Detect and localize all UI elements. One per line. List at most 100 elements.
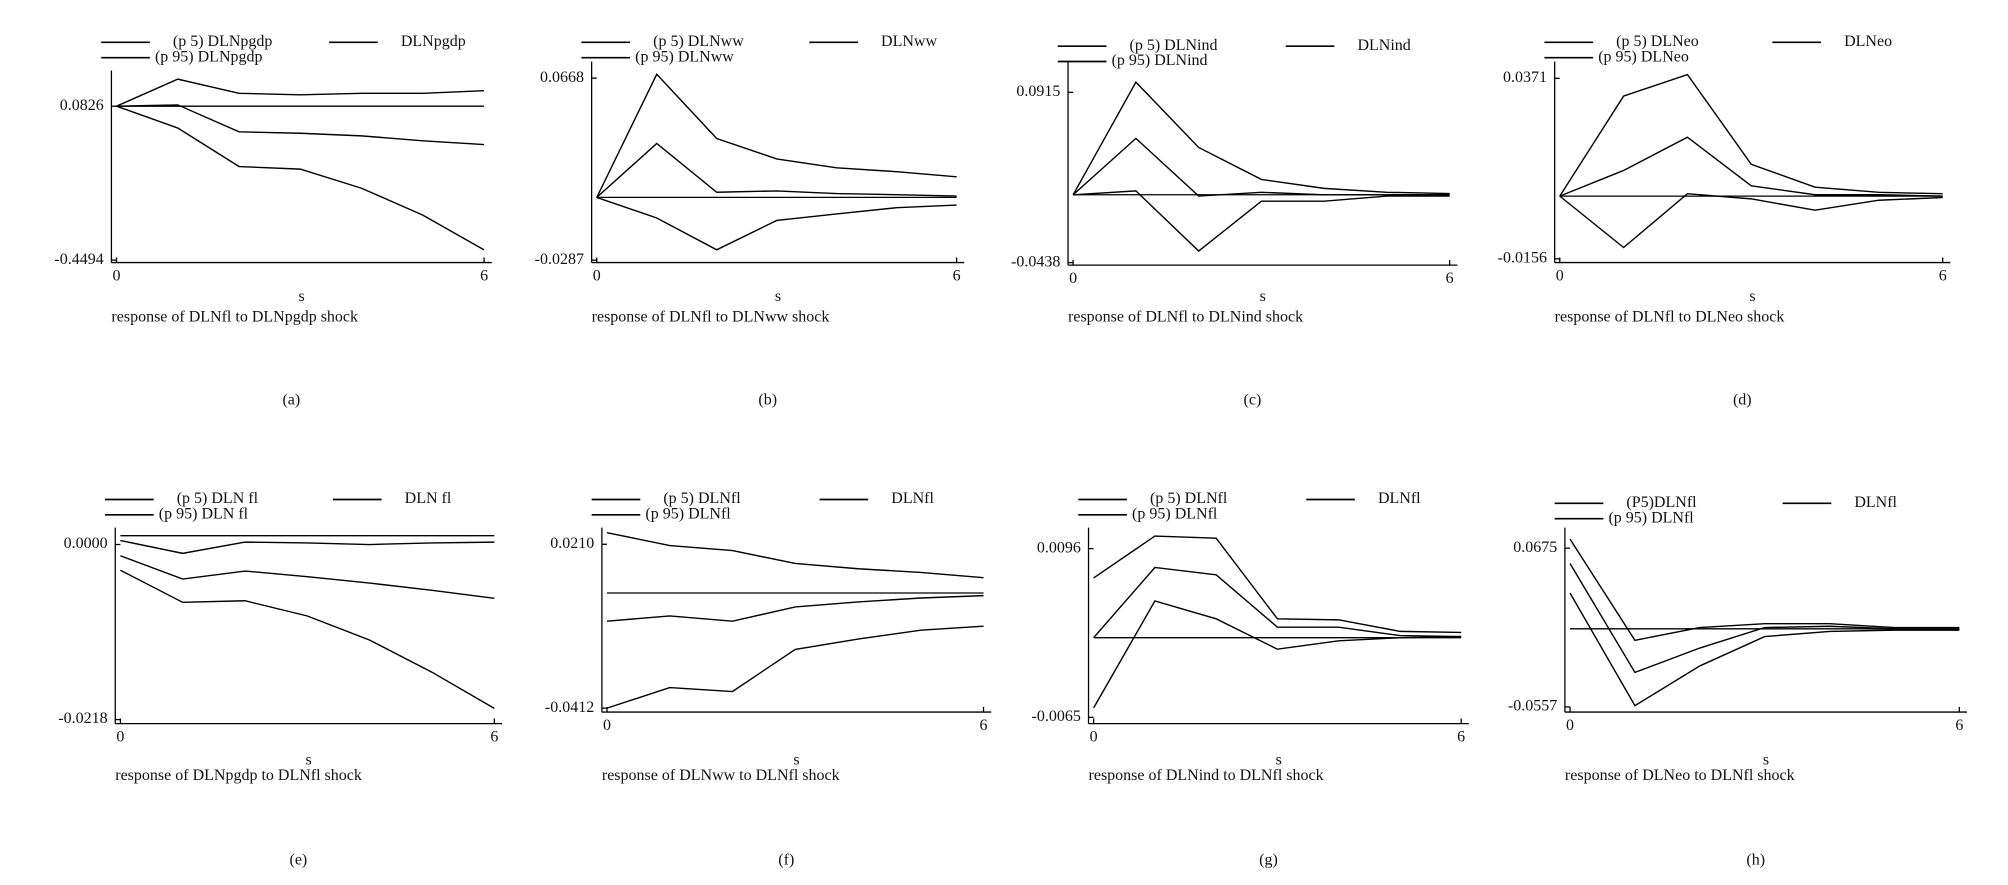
legend-label: DLNfl [1378,490,1421,507]
legend-label: DLN fl [405,490,452,507]
x-tick-label: 6 [1457,728,1465,745]
legend-label: DLNpgdp [401,33,466,50]
series-line [1569,592,1960,707]
y-tick-label: 0.0668 [540,69,584,86]
y-tick-label: 0.0675 [1513,539,1557,556]
series-line [606,594,984,622]
series-line [606,531,984,579]
caption: (g) [1259,851,1278,868]
y-tick-label: -0.4494 [54,251,103,268]
legend-label: DLNfl [891,490,934,507]
legend-label: (p 5) DLNeo [1616,33,1699,50]
y-tick-label: 0.0915 [1016,83,1060,100]
x-axis-label: s [1749,288,1755,305]
y-tick-label: -0.0218 [58,710,107,727]
series-line [120,539,495,555]
x-tick-label: 0 [1556,267,1564,284]
caption: (e) [289,851,307,868]
caption: (c) [1244,392,1262,409]
x-axis-label: s [1763,751,1769,768]
x-tick-label: 0 [113,267,121,284]
x-tick-label: 0 [116,728,124,745]
chart-title: response of DLNww to DLNfl shock [602,767,840,784]
legend-label: DLNeo [1844,33,1892,50]
x-tick-label: 6 [1955,717,1963,734]
x-axis-label: s [793,751,799,768]
x-tick-label: 0 [1566,717,1574,734]
legend-label: (p 95) DLNpgdp [155,48,263,65]
caption: (d) [1733,392,1752,409]
chart-title: response of DLNfl to DLNeo shock [1555,308,1785,325]
x-tick-label: 0 [593,267,601,284]
series-line [116,78,485,107]
y-tick-label: 0.0826 [60,97,104,114]
y-tick-label: -0.0412 [545,699,594,716]
legend-label: (p 95) DLNfl [1132,506,1218,523]
legend-label: (p 95) DLNww [635,48,734,65]
caption: (f) [778,851,794,868]
x-tick-label: 0 [1090,728,1098,745]
legend-label: DLNww [881,33,937,50]
y-tick-label: 0.0371 [1503,69,1547,86]
series-line [596,73,957,198]
x-tick-label: 6 [1939,267,1947,284]
series-line [1093,600,1462,709]
series-line [1073,190,1450,252]
x-tick-label: 6 [980,717,988,734]
legend-label: (p 5) DLNpgdp [173,33,273,50]
series-line [1072,80,1450,196]
series-line [120,569,495,709]
legend-label: (p 5) DLNfl [663,490,741,507]
legend-label: (p 95) DLNeo [1598,48,1689,65]
x-tick-label: 0 [603,717,611,734]
legend-label: (p 5) DLNfl [1150,490,1228,507]
legend-label: (p 95) DLN fl [159,506,249,523]
chart-title: response of DLNfl to DLNww shock [592,308,830,325]
x-axis-label: s [775,288,781,305]
legend-label: (p 5) DLNww [653,33,744,50]
x-tick-label: 6 [953,267,961,284]
series-line [1559,193,1943,249]
series-line [116,104,485,146]
y-tick-label: 0.0096 [1037,539,1081,556]
y-tick-label: 0.0000 [64,535,108,552]
chart-title: response of DLNfl to DLNpgdp shock [111,308,358,325]
legend-label: (p 95) DLNind [1112,52,1208,69]
x-axis-label: s [298,288,304,305]
legend-label: (p 5) DLNind [1130,37,1218,54]
x-tick-label: 6 [490,728,498,745]
series-line [1559,73,1943,197]
y-tick-label: 0.0210 [550,535,594,552]
chart-title: response of DLNeo to DLNfl shock [1565,767,1795,784]
y-tick-label: -0.0438 [1011,253,1060,270]
series-line [1093,566,1462,639]
caption: (h) [1746,851,1765,868]
x-tick-label: 6 [1446,270,1454,287]
legend-label: (p 95) DLNfl [645,506,731,523]
x-axis-label: s [306,751,312,768]
x-axis-label: s [1260,288,1266,305]
legend-label: (p 5) DLN fl [177,490,259,507]
series-line [606,625,984,709]
legend-label: (P5)DLNfl [1626,494,1697,511]
series-line [1569,563,1960,674]
series-line [596,196,957,251]
chart-title: response of DLNind to DLNfl shock [1089,767,1324,784]
y-tick-label: -0.0287 [535,251,584,268]
caption: (a) [282,392,300,409]
legend-label: DLNfl [1854,494,1897,511]
chart-title: response of DLNfl to DLNind shock [1068,308,1303,325]
y-tick-label: -0.0156 [1498,249,1547,266]
series-line [1569,538,1960,642]
chart-title: response of DLNpgdp to DLNfl shock [115,767,362,784]
x-axis-label: s [1276,751,1282,768]
y-tick-label: -0.0065 [1032,708,1081,725]
x-tick-label: 6 [480,267,488,284]
legend-label: DLNind [1357,37,1410,54]
series-line [596,142,957,198]
series-line [116,105,485,251]
legend-label: (p 95) DLNfl [1608,509,1694,526]
x-tick-label: 0 [1069,270,1077,287]
